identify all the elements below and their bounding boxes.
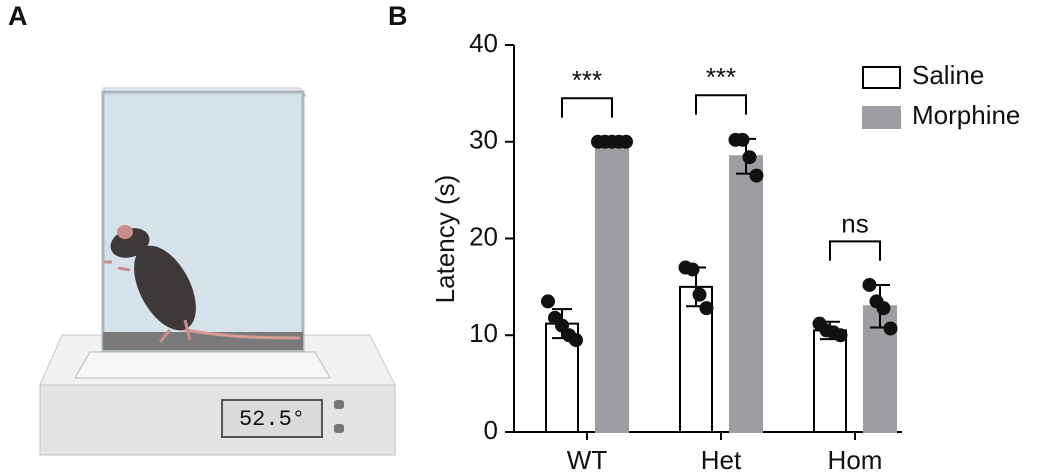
data-point [883,321,898,336]
y-tick-label: 40 [469,28,498,58]
knob [334,400,344,409]
display-text: 52.5° [239,407,305,432]
mouse-paws [104,260,192,343]
glass-box [101,90,305,352]
significance-bracket [695,94,747,115]
significance-label: ns [841,208,868,238]
data-point [541,294,555,309]
data-point [862,277,877,292]
data-point [692,287,707,302]
knob [334,424,344,433]
significance-bracket [561,97,613,118]
legend-label: Saline [912,60,984,90]
bar [813,329,847,434]
y-axis-label: Latency (s) [430,175,460,304]
bar [729,155,763,433]
significance-label: *** [706,62,736,92]
display [221,399,323,438]
data-point [735,132,750,147]
floor-plate [103,332,303,350]
significance-label: *** [572,65,602,95]
data-point [569,333,583,348]
panel-label: A [8,1,28,31]
scale-front [39,384,396,456]
x-tick-label: Hom [828,445,883,472]
y-tick-label: 0 [484,415,498,445]
bar [595,140,629,433]
y-tick-label: 20 [469,221,498,251]
mouse-body [134,245,196,331]
mouse-ear [117,225,133,239]
legend-swatch [862,66,901,89]
legend-swatch [862,106,901,129]
legend-label: Morphine [912,100,1020,130]
data-point [833,328,848,343]
data-point [749,168,764,183]
data-point [699,301,714,316]
illustration: 52.5° [39,87,396,456]
panel-label: B [388,1,408,31]
y-tick-label: 30 [469,125,498,155]
y-tick-label: 10 [469,318,498,348]
x-tick-label: Het [701,445,742,472]
data-point [619,134,633,149]
significance-bracket [829,240,881,261]
data-point [742,150,757,165]
data-point [685,262,700,277]
platform [74,351,331,379]
data-point [876,301,891,316]
x-tick-label: WT [567,445,608,472]
data-point [555,318,569,333]
